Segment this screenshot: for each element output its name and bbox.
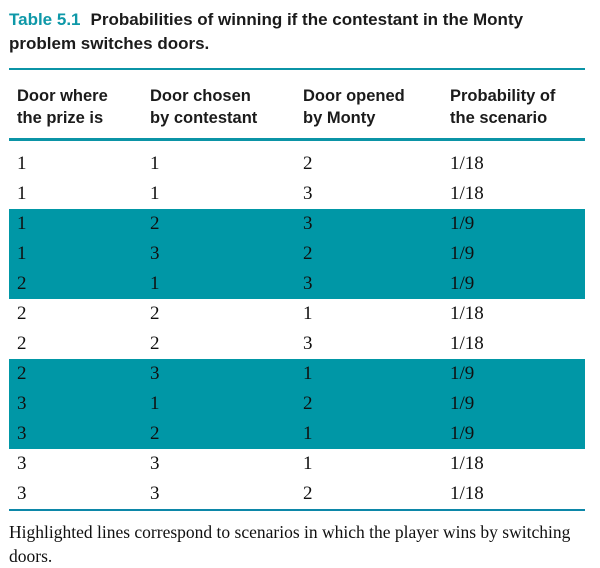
column-header-probability: Probability of the scenario	[442, 85, 585, 129]
table-cell: 3	[17, 453, 27, 474]
table-cell: 2	[17, 273, 27, 294]
table-cell: 1/9	[450, 213, 475, 234]
table-cell: 3	[150, 243, 160, 264]
table-cell: 3	[17, 483, 27, 504]
table-cell: 1/9	[450, 363, 475, 384]
column-header-door-prize: Door where the prize is	[9, 85, 142, 129]
table-cell: 1	[303, 303, 313, 324]
table-caption: Table 5.1 Probabilities of winning if the…	[9, 8, 569, 56]
table-row: 3 3 1 1/18	[9, 449, 585, 479]
table-cell: 2	[17, 333, 27, 354]
column-header-door-opened: Door opened by Monty	[295, 85, 442, 129]
table-row-highlighted: 1 2 3 1/9	[9, 209, 585, 239]
table-cell: 2	[150, 303, 160, 324]
table-cell: 1	[17, 183, 27, 204]
table-cell: 1	[150, 153, 160, 174]
table-row: 2 2 3 1/18	[9, 329, 585, 359]
table-row: 1 1 3 1/18	[9, 179, 585, 209]
table-cell: 1	[17, 243, 27, 264]
table-number-label: Table 5.1	[9, 10, 81, 29]
table-cell: 2	[17, 303, 27, 324]
table-cell: 2	[303, 243, 313, 264]
table-cell: 1/18	[450, 183, 484, 204]
table-cell: 1/9	[450, 393, 475, 414]
table-cell: 1	[303, 423, 313, 444]
table-body: 1 1 2 1/18 1 1 3 1/18 1 2 3 1/9 1 3 2 1/9 2 1 3 1/9 2 2 1 1/18 2…	[9, 149, 585, 509]
table-cell: 1	[17, 153, 27, 174]
column-header-label: Door chosen by contestant	[150, 87, 258, 127]
table-cell: 1	[303, 363, 313, 384]
table-row-highlighted: 3 1 2 1/9	[9, 389, 585, 419]
table-cell: 3	[150, 363, 160, 384]
table-row: 2 2 1 1/18	[9, 299, 585, 329]
table-cell: 2	[150, 333, 160, 354]
table-footnote: Highlighted lines correspond to scenario…	[9, 521, 571, 566]
table-cell: 1/18	[450, 483, 484, 504]
table-cell: 2	[303, 393, 313, 414]
column-header-label: Probability of the scenario	[450, 87, 556, 127]
table-cell: 1	[150, 183, 160, 204]
table-cell: 1/9	[450, 423, 475, 444]
table-cell: 1	[17, 213, 27, 234]
table-cell: 2	[17, 363, 27, 384]
top-rule	[9, 68, 585, 70]
table-cell: 1/18	[450, 333, 484, 354]
column-header-label: Door where the prize is	[17, 87, 108, 127]
table-cell: 1	[303, 453, 313, 474]
table-cell: 1/18	[450, 303, 484, 324]
table-row: 1 1 2 1/18	[9, 149, 585, 179]
table-cell: 2	[303, 483, 313, 504]
table-cell: 2	[150, 213, 160, 234]
table-cell: 3	[150, 483, 160, 504]
table-cell: 1	[150, 393, 160, 414]
header-rule	[9, 138, 585, 141]
table-cell: 1/9	[450, 243, 475, 264]
table-caption-text: Probabilities of winning if the contesta…	[9, 10, 524, 53]
table-cell: 1	[150, 273, 160, 294]
table-cell: 1/9	[450, 273, 475, 294]
table-cell: 3	[150, 453, 160, 474]
column-header-door-chosen: Door chosen by contestant	[142, 85, 295, 129]
table-cell: 3	[303, 183, 313, 204]
table-row-highlighted: 2 1 3 1/9	[9, 269, 585, 299]
table-row-highlighted: 2 3 1 1/9	[9, 359, 585, 389]
table-row-highlighted: 3 2 1 1/9	[9, 419, 585, 449]
table-cell: 2	[150, 423, 160, 444]
table-cell: 3	[17, 423, 27, 444]
table-cell: 3	[17, 393, 27, 414]
bottom-rule	[9, 509, 585, 511]
table-row-highlighted: 1 3 2 1/9	[9, 239, 585, 269]
table-cell: 3	[303, 273, 313, 294]
column-header-label: Door opened by Monty	[303, 87, 405, 127]
table-row: 3 3 2 1/18	[9, 479, 585, 509]
table-cell: 1/18	[450, 153, 484, 174]
table-cell: 2	[303, 153, 313, 174]
table-cell: 3	[303, 213, 313, 234]
table-cell: 3	[303, 333, 313, 354]
table-header-row: Door where the prize is Door chosen by c…	[9, 85, 585, 129]
table-cell: 1/18	[450, 453, 484, 474]
